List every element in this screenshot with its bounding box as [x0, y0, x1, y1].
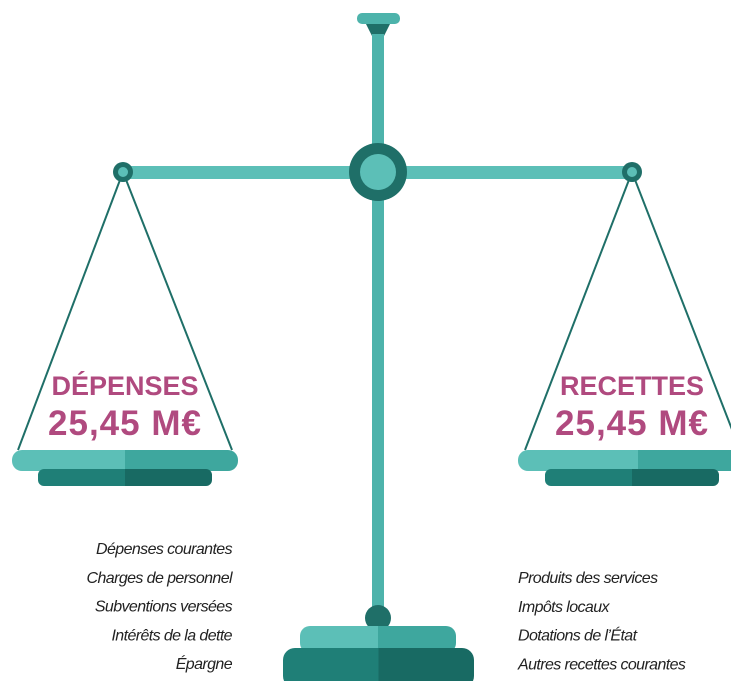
pan-base	[545, 469, 719, 486]
pan-base	[38, 469, 212, 486]
cap	[357, 13, 400, 24]
beam-end-inner	[118, 167, 128, 177]
expense-item: Épargne	[176, 654, 233, 673]
revenue-item: Dotations de l’État	[518, 626, 638, 645]
revenue-item: Impôts locaux	[518, 599, 611, 616]
expense-item: Dépenses courantes	[96, 541, 233, 558]
right-title: RECETTES	[560, 371, 704, 401]
balance-infographic: DÉPENSES 25,45 M€ RECETTES 25,45 M€ Dépe…	[0, 0, 731, 681]
beam-end-inner	[627, 167, 637, 177]
expense-item: Intérêts de la dette	[111, 627, 232, 644]
revenue-item: Autres recettes courantes	[517, 656, 686, 673]
revenue-item: Produits des services	[518, 570, 658, 587]
left-amount: 25,45 M€	[48, 404, 202, 443]
expense-item: Charges de personnel	[87, 570, 233, 587]
pivot-inner	[360, 154, 396, 190]
pan	[12, 450, 238, 471]
base	[283, 648, 474, 681]
pole	[372, 34, 384, 619]
expense-item: Subventions versées	[95, 599, 233, 616]
pan	[518, 450, 731, 471]
right-amount: 25,45 M€	[555, 404, 709, 443]
left-title: DÉPENSES	[51, 370, 198, 401]
